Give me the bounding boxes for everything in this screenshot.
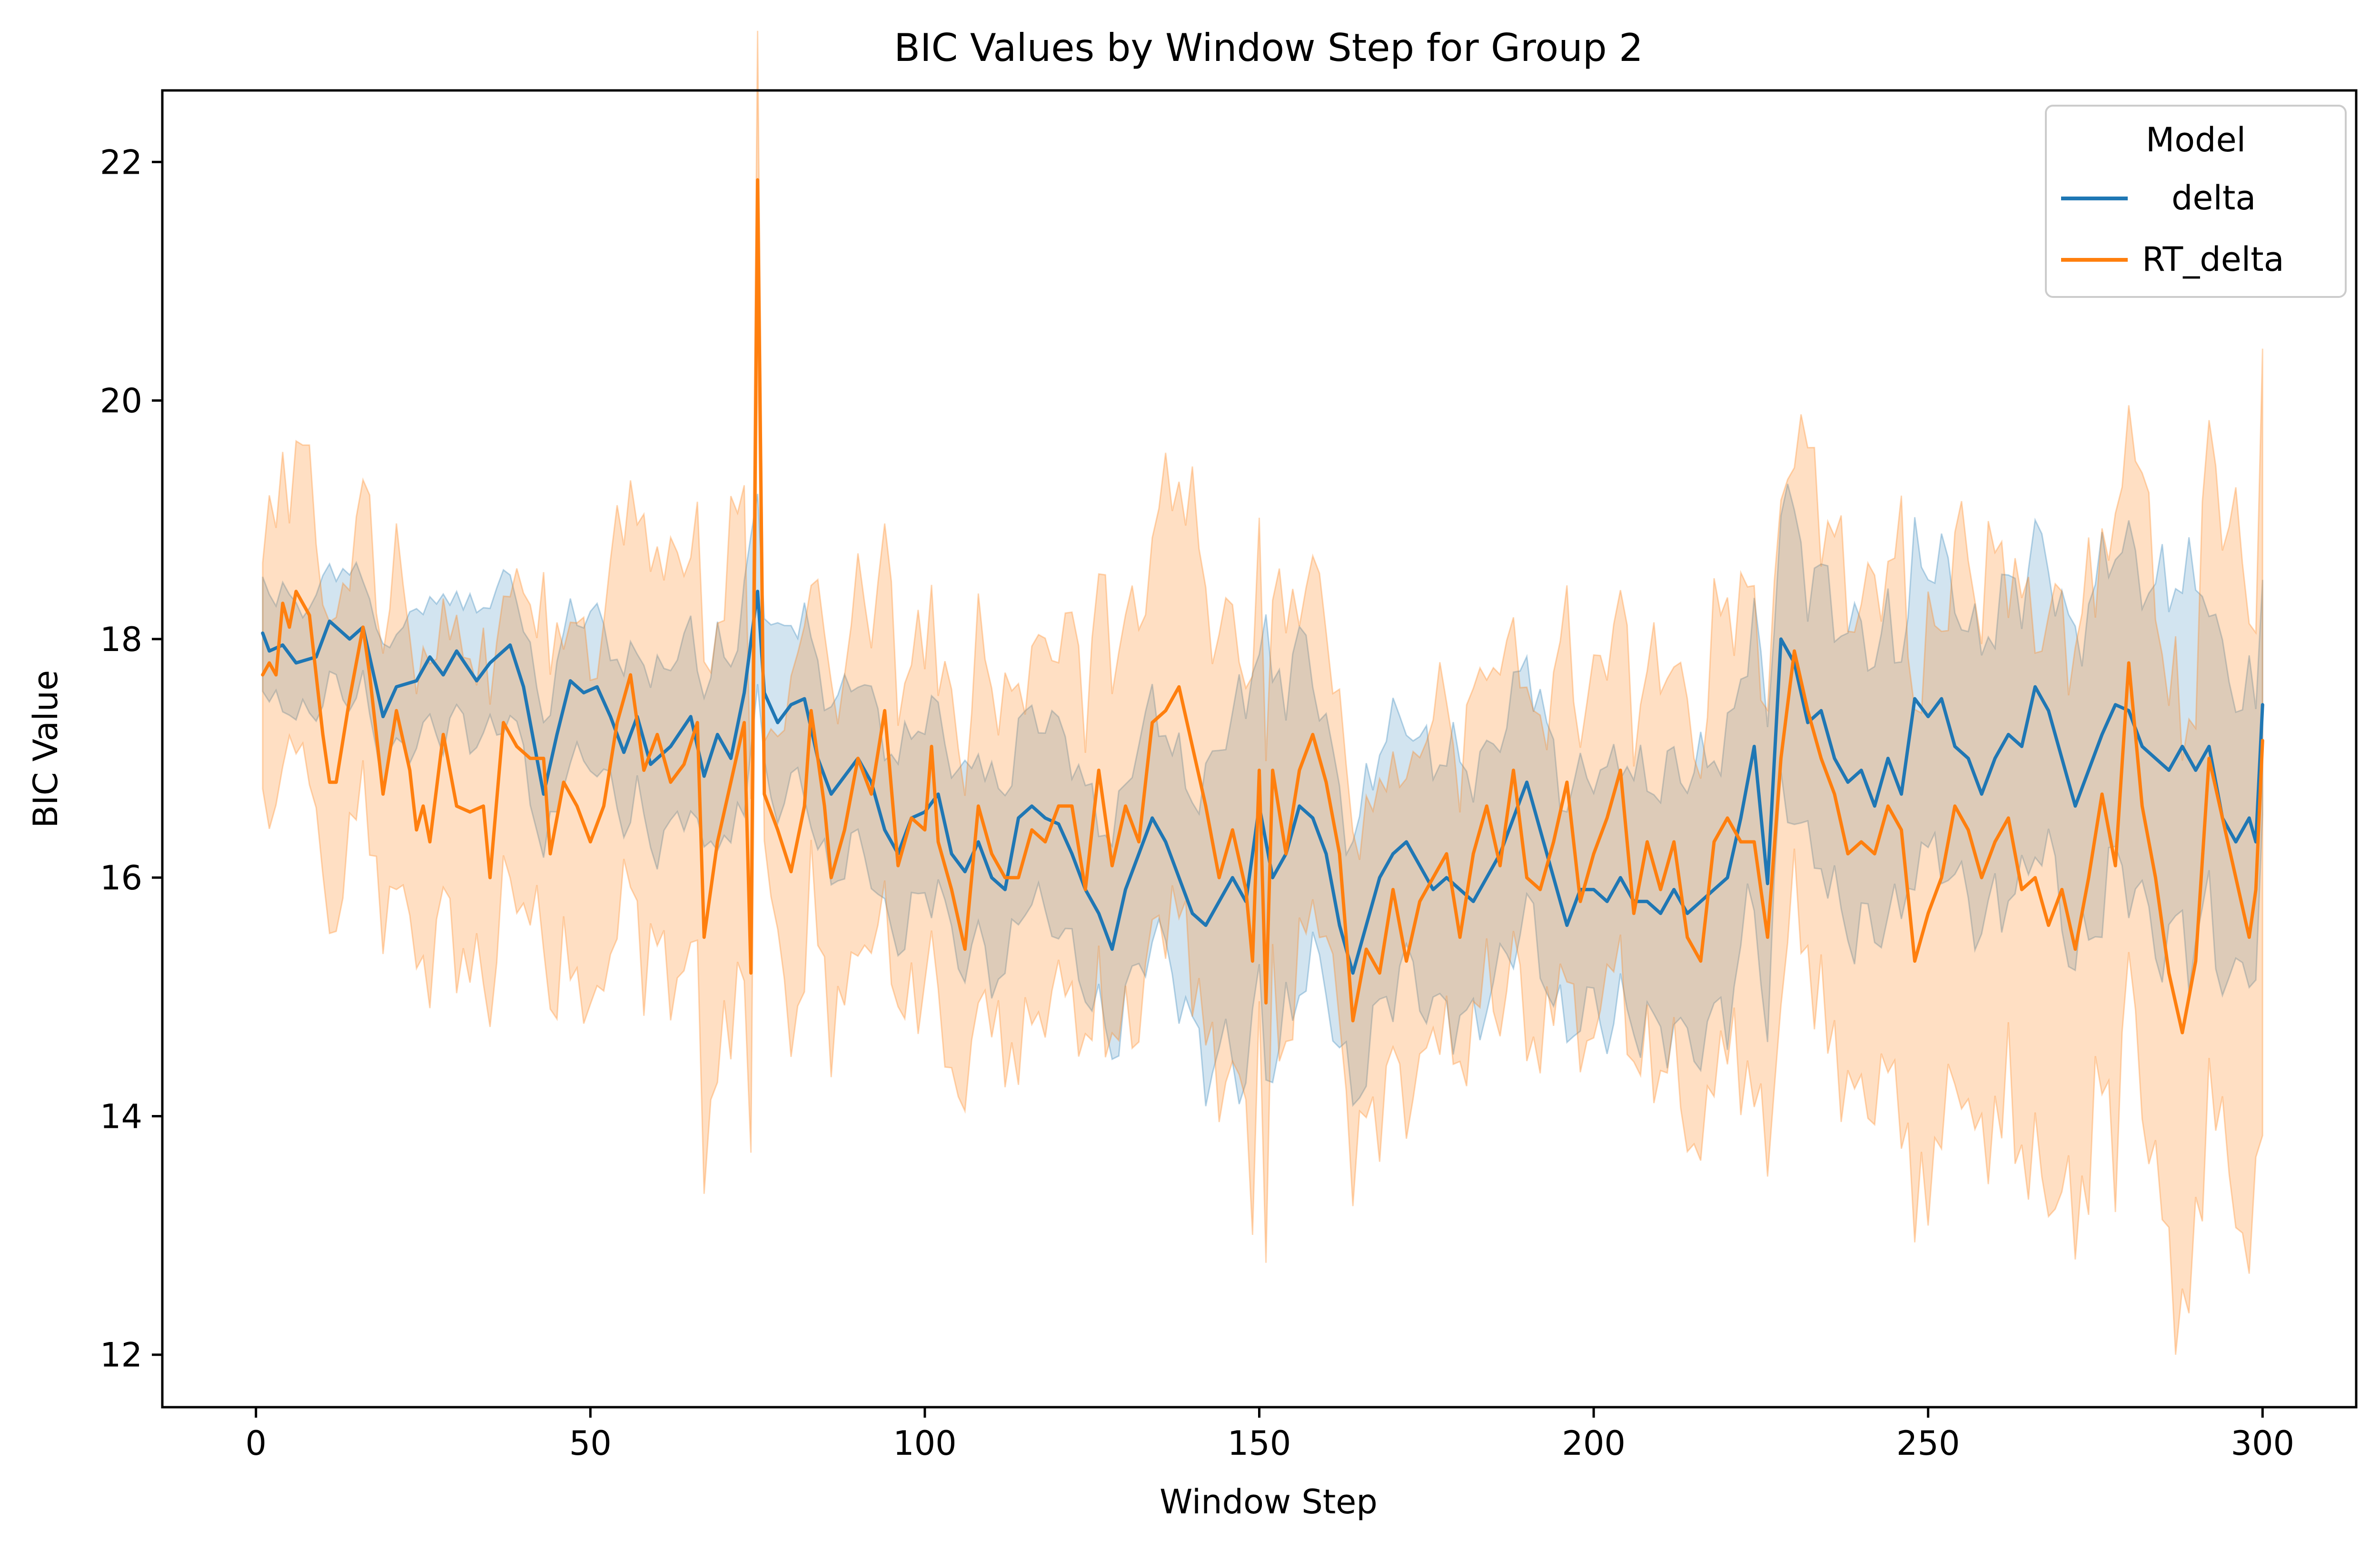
y-axis-label: BIC Value [26, 670, 65, 828]
x-axis-label: Window Step [1160, 1482, 1378, 1521]
chart-title: BIC Values by Window Step for Group 2 [894, 26, 1643, 70]
x-axis: 0 50 100 150 200 250 300 [245, 1407, 2294, 1463]
legend-label-delta: delta [2172, 178, 2256, 217]
series-line-rt-delta [261, 178, 2264, 1035]
x-tick-label-0: 0 [245, 1424, 267, 1463]
legend-title: Model [2146, 120, 2246, 159]
y-tick-label-20: 20 [100, 382, 142, 421]
y-axis: 12 14 16 18 20 22 [100, 143, 162, 1375]
x-tick-label-300: 300 [2231, 1424, 2294, 1463]
y-tick-label-18: 18 [100, 620, 142, 659]
x-tick-label-50: 50 [569, 1424, 612, 1463]
y-tick-label-16: 16 [100, 858, 142, 898]
y-tick-label-14: 14 [100, 1097, 142, 1136]
confidence-band-rt-delta [262, 30, 2263, 1355]
legend: Model delta RT_delta [2045, 105, 2347, 298]
series-line-layer [261, 178, 2264, 1035]
y-tick-label-22: 22 [100, 143, 142, 182]
x-tick-label-100: 100 [893, 1424, 957, 1463]
legend-label-rt-delta: RT_delta [2142, 240, 2284, 279]
legend-box [2045, 105, 2347, 298]
x-tick-label-250: 250 [1896, 1424, 1960, 1463]
x-tick-label-200: 200 [1562, 1424, 1626, 1463]
x-tick-label-150: 150 [1228, 1424, 1291, 1463]
series-line-delta [261, 590, 2264, 975]
y-tick-label-12: 12 [100, 1336, 142, 1375]
